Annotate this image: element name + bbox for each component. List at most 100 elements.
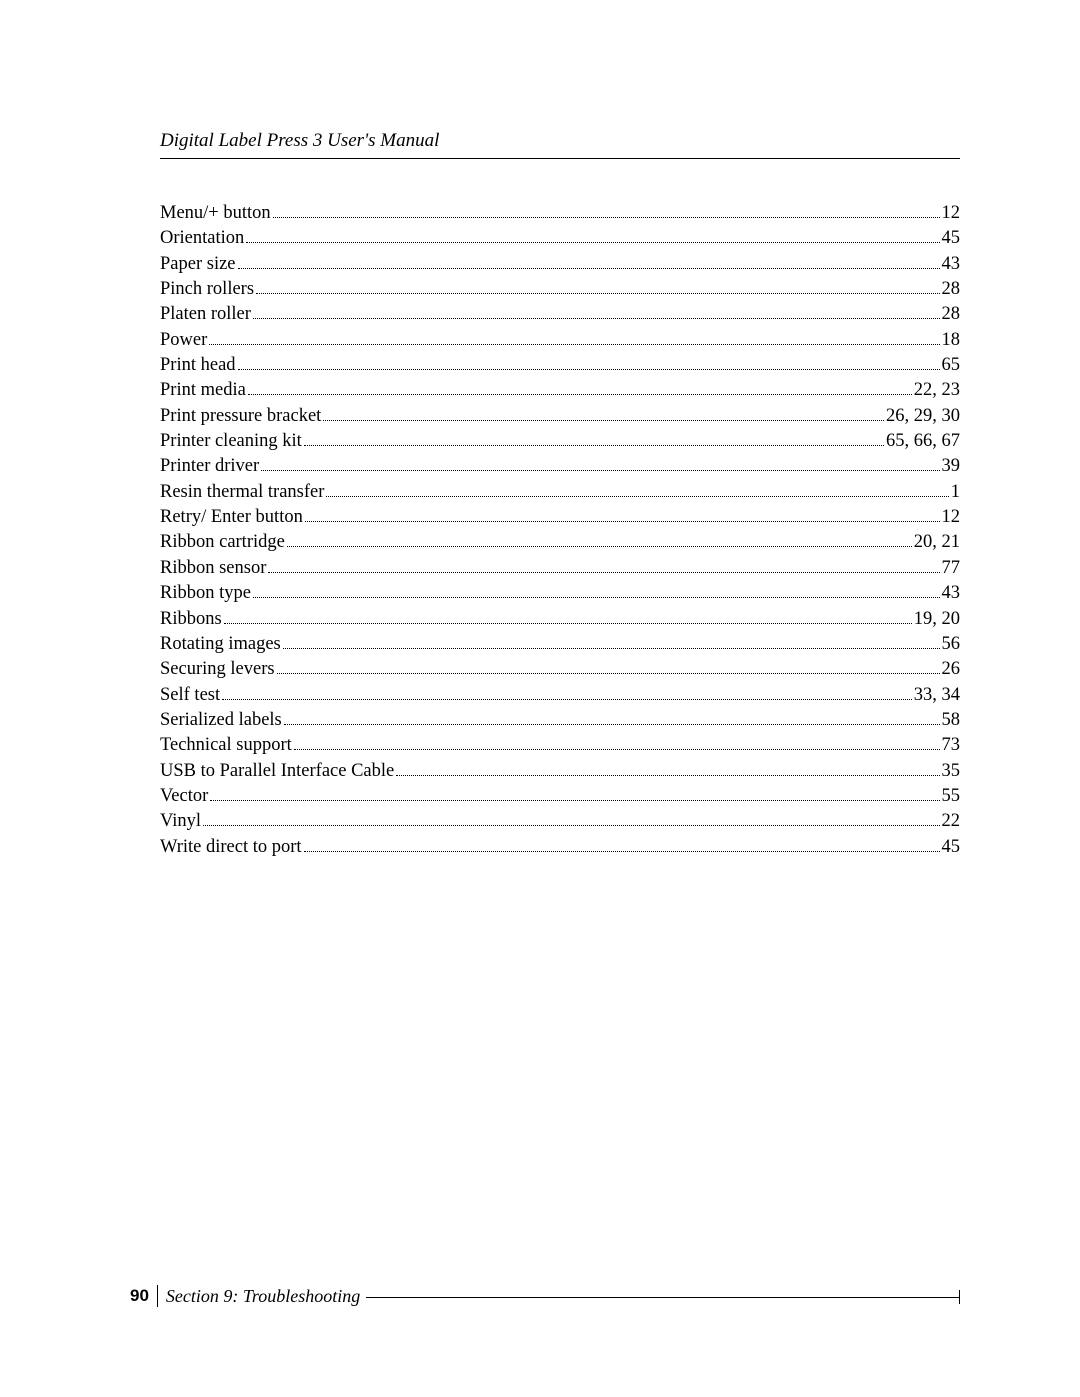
index-pages: 18 [942, 328, 961, 353]
index-row: Self test33, 34 [160, 683, 960, 708]
index-row: Resin thermal transfer 1 [160, 480, 960, 505]
index-leader-dots [238, 369, 940, 370]
index-leader-dots [304, 445, 884, 446]
index-term: Vector [160, 784, 208, 809]
index-leader-dots [253, 318, 940, 319]
index-row: Print head 65 [160, 353, 960, 378]
index-term: Ribbon sensor [160, 556, 266, 581]
index-term: Print head [160, 353, 236, 378]
index-row: Rotating images 56 [160, 632, 960, 657]
index-pages: 65, 66, 67 [886, 429, 960, 454]
index-row: Ribbon cartridge 20, 21 [160, 530, 960, 555]
index-term: Menu/+ button [160, 201, 271, 226]
index-pages: 77 [942, 556, 961, 581]
index-leader-dots [273, 217, 940, 218]
index-term: Paper size [160, 252, 236, 277]
index-term: Resin thermal transfer [160, 480, 324, 505]
index-leader-dots [261, 470, 939, 471]
index-pages: 26 [942, 657, 961, 682]
footer-page-number: 90 [130, 1286, 157, 1306]
index-row: Power 18 [160, 328, 960, 353]
index-term: Platen roller [160, 302, 251, 327]
index-pages: 45 [942, 835, 961, 860]
index-pages: 58 [942, 708, 961, 733]
index-term: Retry/ Enter button [160, 505, 303, 530]
index-pages: 43 [942, 581, 961, 606]
index-row: Securing levers 26 [160, 657, 960, 682]
index-row: Platen roller 28 [160, 302, 960, 327]
index-leader-dots [203, 825, 939, 826]
index-term: Orientation [160, 226, 244, 251]
index-leader-dots [253, 597, 940, 598]
index-leader-dots [256, 293, 939, 294]
index-pages: 1 [951, 480, 960, 505]
index-term: Rotating images [160, 632, 281, 657]
footer-section-title: Section 9: Troubleshooting [166, 1286, 360, 1307]
index-pages: 26, 29, 30 [886, 404, 960, 429]
index-row: Serialized labels 58 [160, 708, 960, 733]
index-pages: 22 [942, 809, 961, 834]
index-row: Write direct to port 45 [160, 835, 960, 860]
index-pages: 35 [942, 759, 961, 784]
index-leader-dots [326, 496, 948, 497]
index-pages: 65 [942, 353, 961, 378]
index-row: Paper size 43 [160, 252, 960, 277]
index-row: USB to Parallel Interface Cable 35 [160, 759, 960, 784]
index-term: Printer cleaning kit [160, 429, 302, 454]
index-pages: 12 [942, 505, 961, 530]
index-term: USB to Parallel Interface Cable [160, 759, 394, 784]
index-term: Ribbons [160, 607, 222, 632]
index-pages: 43 [942, 252, 961, 277]
index-leader-dots [209, 344, 939, 345]
index-pages: 20, 21 [914, 530, 960, 555]
index-leader-dots [238, 268, 940, 269]
index-term: Ribbon cartridge [160, 530, 285, 555]
index-leader-dots [284, 724, 940, 725]
index-term: Vinyl [160, 809, 201, 834]
index-pages: 56 [942, 632, 961, 657]
index-term: Power [160, 328, 207, 353]
index-pages: 33, 34 [914, 683, 960, 708]
index-leader-dots [224, 623, 912, 624]
footer-divider [157, 1285, 158, 1307]
page-header: Digital Label Press 3 User's Manual [160, 130, 960, 159]
index-row: Printer cleaning kit 65, 66, 67 [160, 429, 960, 454]
index-term: Serialized labels [160, 708, 282, 733]
index-row: Vinyl 22 [160, 809, 960, 834]
index-row: Vector 55 [160, 784, 960, 809]
index-term: Write direct to port [160, 835, 302, 860]
footer-rule [366, 1297, 959, 1298]
index-row: Ribbon sensor 77 [160, 556, 960, 581]
footer-rule-tick [959, 1290, 960, 1304]
index-term: Securing levers [160, 657, 275, 682]
index-pages: 12 [942, 201, 961, 226]
index-term: Ribbon type [160, 581, 251, 606]
index-row: Menu/+ button 12 [160, 201, 960, 226]
index-row: Print pressure bracket26, 29, 30 [160, 404, 960, 429]
index-list: Menu/+ button 12 Orientation 45 Paper size 43… [160, 201, 960, 860]
index-pages: 45 [942, 226, 961, 251]
page-footer: 90 Section 9: Troubleshooting [130, 1285, 960, 1307]
index-pages: 19, 20 [914, 607, 960, 632]
index-leader-dots [268, 572, 939, 573]
index-leader-dots [283, 648, 940, 649]
index-leader-dots [246, 242, 939, 243]
index-row: Ribbons 19, 20 [160, 607, 960, 632]
index-pages: 73 [942, 733, 961, 758]
index-row: Technical support 73 [160, 733, 960, 758]
index-term: Print media [160, 378, 246, 403]
index-pages: 55 [942, 784, 961, 809]
index-term: Printer driver [160, 454, 259, 479]
index-term: Technical support [160, 733, 292, 758]
index-pages: 28 [942, 277, 961, 302]
index-leader-dots [323, 420, 884, 421]
index-leader-dots [277, 673, 940, 674]
index-leader-dots [210, 800, 939, 801]
index-row: Ribbon type 43 [160, 581, 960, 606]
index-leader-dots [304, 851, 940, 852]
index-term: Pinch rollers [160, 277, 254, 302]
index-row: Print media22, 23 [160, 378, 960, 403]
index-pages: 28 [942, 302, 961, 327]
index-row: Orientation 45 [160, 226, 960, 251]
index-row: Printer driver39 [160, 454, 960, 479]
